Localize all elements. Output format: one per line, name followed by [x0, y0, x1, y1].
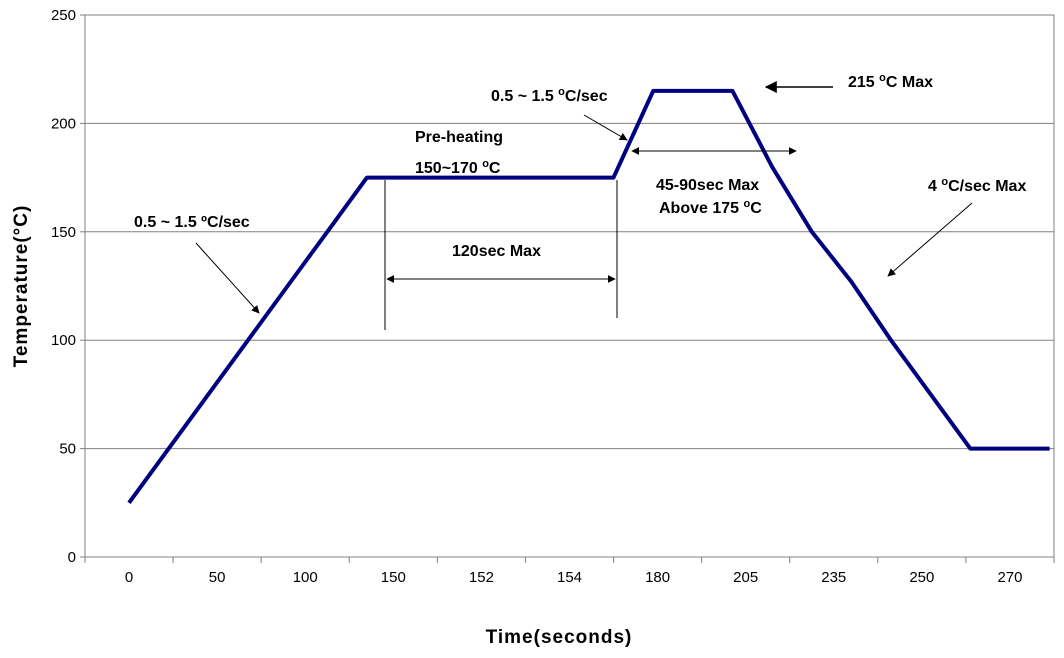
- ramp1-annotation: 0.5 ~ 1.5 ºC/sec: [134, 214, 250, 231]
- x-tick-label: 250: [909, 569, 934, 586]
- plot-area: [84, 14, 1055, 558]
- ramp2-annotation: 0.5 ~ 1.5 oC/sec: [491, 86, 608, 105]
- x-axis-title: Time(seconds): [486, 627, 633, 648]
- x-tick-label: 270: [997, 569, 1022, 586]
- x-axis-ticks: 0 50 100 150 152 154 180 205 235 250 270: [84, 557, 1055, 586]
- ramp1-pointer-arrow: [195, 242, 260, 314]
- y-tick-label: 0: [68, 549, 76, 566]
- x-tick-label: 205: [733, 569, 758, 586]
- y-tick-label: 100: [51, 332, 76, 349]
- preheat-annotation-line2: 150~170 oC: [415, 158, 501, 177]
- cooling-pointer-arrow: [887, 202, 973, 277]
- x-tick-label: 100: [293, 569, 318, 586]
- x-tick-label: 150: [381, 569, 406, 586]
- x-tick-label: 235: [821, 569, 846, 586]
- reflow-annotation-line2: Above 175 oC: [659, 198, 762, 217]
- x-tick-label: 152: [469, 569, 494, 586]
- reflow-annotation-line1: 45-90sec Max: [656, 177, 759, 194]
- temperature-series-line: [127, 88, 1050, 504]
- y-tick-label: 250: [51, 7, 76, 24]
- duration-annotation: 120sec Max: [452, 243, 541, 260]
- y-axis-title: Temperature(°C): [11, 205, 32, 368]
- y-tick-label: 200: [51, 115, 76, 132]
- x-tick-label: 50: [209, 569, 226, 586]
- peak-annotation: 215 oC Max: [848, 72, 933, 91]
- cooling-annotation: 4 oC/sec Max: [928, 176, 1026, 195]
- y-tick-label: 150: [51, 224, 76, 241]
- y-axis-ticks: 0 50 100 150 200 250: [51, 7, 85, 566]
- x-tick-label: 0: [125, 569, 133, 586]
- ramp2-pointer-arrow: [583, 114, 628, 141]
- preheat-annotation-line1: Pre-heating: [415, 129, 503, 146]
- x-tick-label: 180: [645, 569, 670, 586]
- y-tick-label: 50: [59, 441, 76, 458]
- x-tick-label: 154: [557, 569, 582, 586]
